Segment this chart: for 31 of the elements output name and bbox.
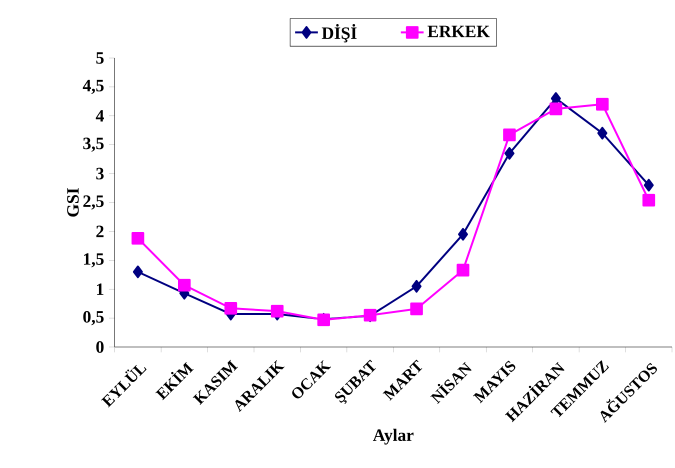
point — [597, 126, 608, 140]
point — [503, 128, 516, 142]
point — [132, 232, 144, 245]
y-tick-label: 2 — [96, 226, 104, 238]
y-tick-label: 2,5 — [83, 195, 104, 210]
point — [642, 194, 656, 207]
legend-label: ERKEK — [428, 26, 490, 38]
point — [458, 228, 468, 241]
legend-label: DİŞİ — [322, 24, 357, 42]
y-tick-label: 3,5 — [83, 138, 104, 152]
point — [412, 280, 422, 293]
point — [550, 102, 562, 116]
y-tick-label: 4,5 — [82, 80, 104, 94]
point — [456, 264, 470, 276]
y-tick-label: 3 — [96, 168, 104, 180]
y-tick-label: 0 — [96, 341, 104, 353]
point — [504, 147, 514, 160]
y-tick-label: 0,5 — [83, 311, 104, 326]
x-axis-title: Aylar — [372, 428, 414, 445]
y-tick-label: 5 — [96, 52, 104, 64]
point — [644, 178, 654, 192]
point — [224, 302, 238, 315]
point — [410, 302, 423, 316]
point — [596, 98, 609, 111]
point — [270, 304, 284, 318]
y-axis-title: GSI — [67, 188, 79, 217]
y-tick-label: 1 — [96, 283, 104, 295]
point — [132, 266, 143, 278]
point — [178, 278, 191, 292]
y-tick-label: 4 — [96, 110, 104, 122]
y-tick-label: 1,5 — [84, 253, 104, 268]
